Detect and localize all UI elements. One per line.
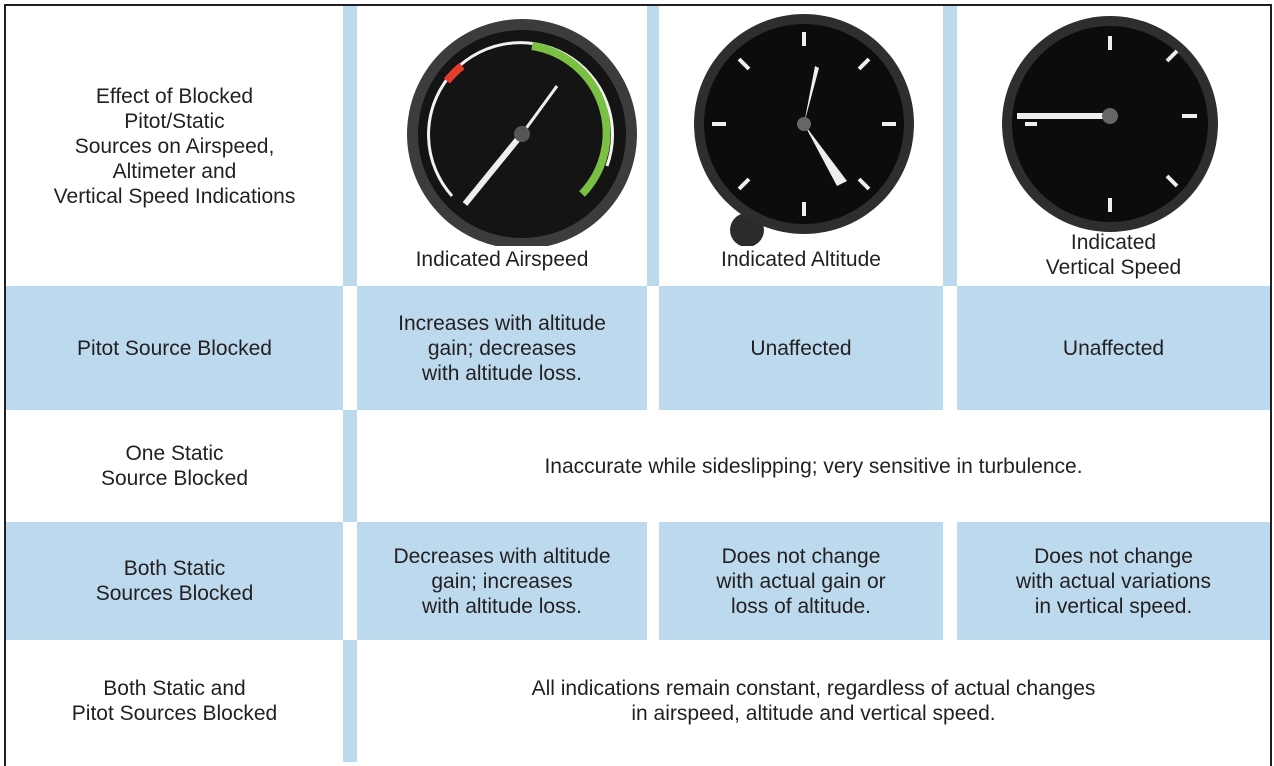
row-bg bbox=[659, 522, 943, 640]
column-header: Indicated Airspeed bbox=[415, 247, 589, 271]
instrument-images bbox=[407, 14, 1218, 246]
separator bbox=[343, 410, 357, 522]
cell: All indications remain constant, regardl… bbox=[531, 677, 1096, 725]
altimeter-gauge bbox=[694, 14, 914, 246]
cell: Unaffected bbox=[750, 336, 852, 360]
cell: Decreases with altitude gain; increases … bbox=[393, 544, 611, 618]
column-header: Indicated Vertical Speed bbox=[1045, 231, 1182, 279]
row-bg bbox=[659, 286, 943, 410]
separator bbox=[647, 6, 659, 286]
separator bbox=[343, 640, 357, 762]
row-bg bbox=[6, 522, 343, 640]
row-label: One Static Source Blocked bbox=[100, 442, 249, 490]
cell: Inaccurate while sideslipping; very sens… bbox=[544, 454, 1083, 478]
row-label: Both Static Sources Blocked bbox=[95, 557, 254, 605]
row-bg bbox=[357, 286, 647, 410]
cell: Increases with altitude gain; decreases … bbox=[398, 311, 606, 385]
row-label: Pitot Source Blocked bbox=[77, 336, 272, 360]
airspeed-gauge bbox=[407, 19, 637, 246]
cell: Does not change with actual variations i… bbox=[1016, 544, 1211, 618]
separator bbox=[943, 6, 957, 286]
column-header: Indicated Altitude bbox=[721, 247, 881, 271]
frame bbox=[4, 4, 1272, 766]
vertical-speed-gauge bbox=[1002, 16, 1218, 232]
cell: Does not change with actual gain or loss… bbox=[716, 544, 886, 618]
cell: Unaffected bbox=[1062, 336, 1165, 360]
row-label: Both Static and Pitot Sources Blocked bbox=[71, 677, 278, 725]
row-bg bbox=[6, 286, 343, 410]
row-bg bbox=[357, 522, 647, 640]
table-title: Effect of Blocked Pitot/Static Sources o… bbox=[53, 84, 296, 208]
row-bg bbox=[957, 286, 1270, 410]
separator bbox=[343, 6, 357, 286]
row-bg bbox=[957, 522, 1270, 640]
